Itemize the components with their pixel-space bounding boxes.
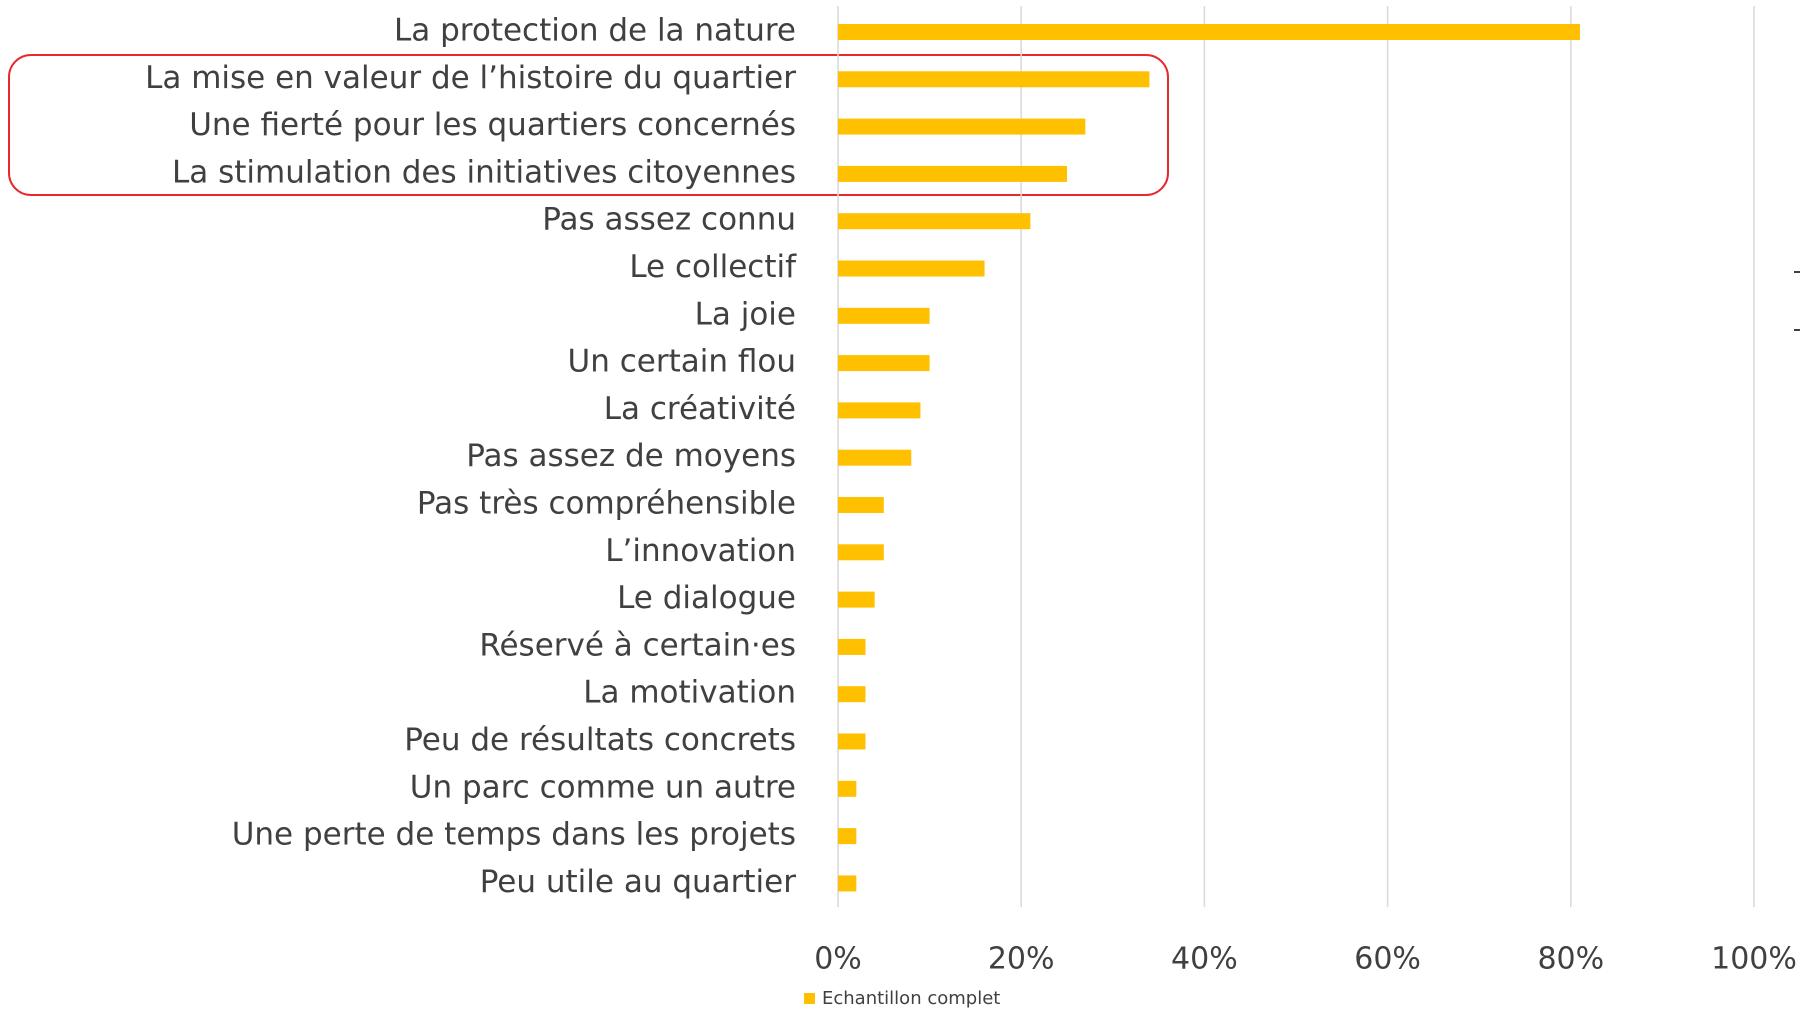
bar — [838, 638, 866, 655]
bar — [838, 544, 884, 561]
y-tick-label: Une perte de temps dans les projets — [232, 817, 796, 853]
y-tick-label: L’innovation — [605, 533, 796, 569]
y-tick-label: Peu utile au quartier — [480, 864, 797, 900]
bar — [838, 118, 1086, 135]
y-tick-label: Le dialogue — [617, 580, 796, 616]
x-tick-label: 80% — [1537, 942, 1604, 977]
y-tick-label: Pas assez de moyens — [466, 438, 796, 474]
y-tick-label: La joie — [695, 296, 796, 332]
x-tick-label: 100% — [1711, 942, 1797, 977]
legend-swatch — [804, 993, 815, 1004]
bar — [838, 402, 921, 419]
y-tick-label: La stimulation des initiatives citoyenne… — [172, 154, 796, 190]
bar — [838, 165, 1067, 182]
bar — [838, 307, 930, 324]
y-tick-label: Une fierté pour les quartiers concernés — [189, 107, 796, 143]
x-tick-label: 40% — [1171, 942, 1238, 977]
y-tick-label: Un parc comme un autre — [410, 769, 796, 805]
bar — [838, 497, 884, 513]
y-tick-label: Pas très compréhensible — [417, 486, 796, 522]
y-tick-label: La créativité — [604, 391, 796, 427]
bar — [838, 71, 1150, 88]
highlight-box — [8, 54, 1169, 196]
y-tick-label: Le collectif — [629, 249, 797, 285]
bar — [838, 449, 912, 466]
y-tick-label: La protection de la nature — [394, 13, 796, 49]
bar — [838, 686, 866, 703]
bar — [838, 828, 857, 845]
bar — [838, 355, 930, 372]
y-tick-label: La mise en valeur de l’histoire du quart… — [145, 60, 796, 96]
bar — [838, 260, 985, 277]
y-tick-label: La motivation — [583, 675, 796, 711]
x-tick-label: 20% — [988, 942, 1055, 977]
bar — [838, 733, 866, 750]
legend-label: Echantillon complet — [822, 988, 1000, 1009]
bar — [838, 213, 1031, 230]
x-tick-label: 0% — [814, 942, 862, 977]
bar — [838, 24, 1580, 40]
x-tick-label: 60% — [1354, 942, 1421, 977]
bar — [838, 591, 875, 608]
y-tick-label: Réservé à certain·es — [479, 627, 796, 663]
bar — [838, 780, 857, 797]
y-tick-label: Pas assez connu — [542, 202, 796, 238]
y-tick-label: Un certain flou — [568, 344, 796, 380]
bar — [838, 875, 857, 892]
y-tick-label: Peu de résultats concrets — [404, 722, 796, 758]
